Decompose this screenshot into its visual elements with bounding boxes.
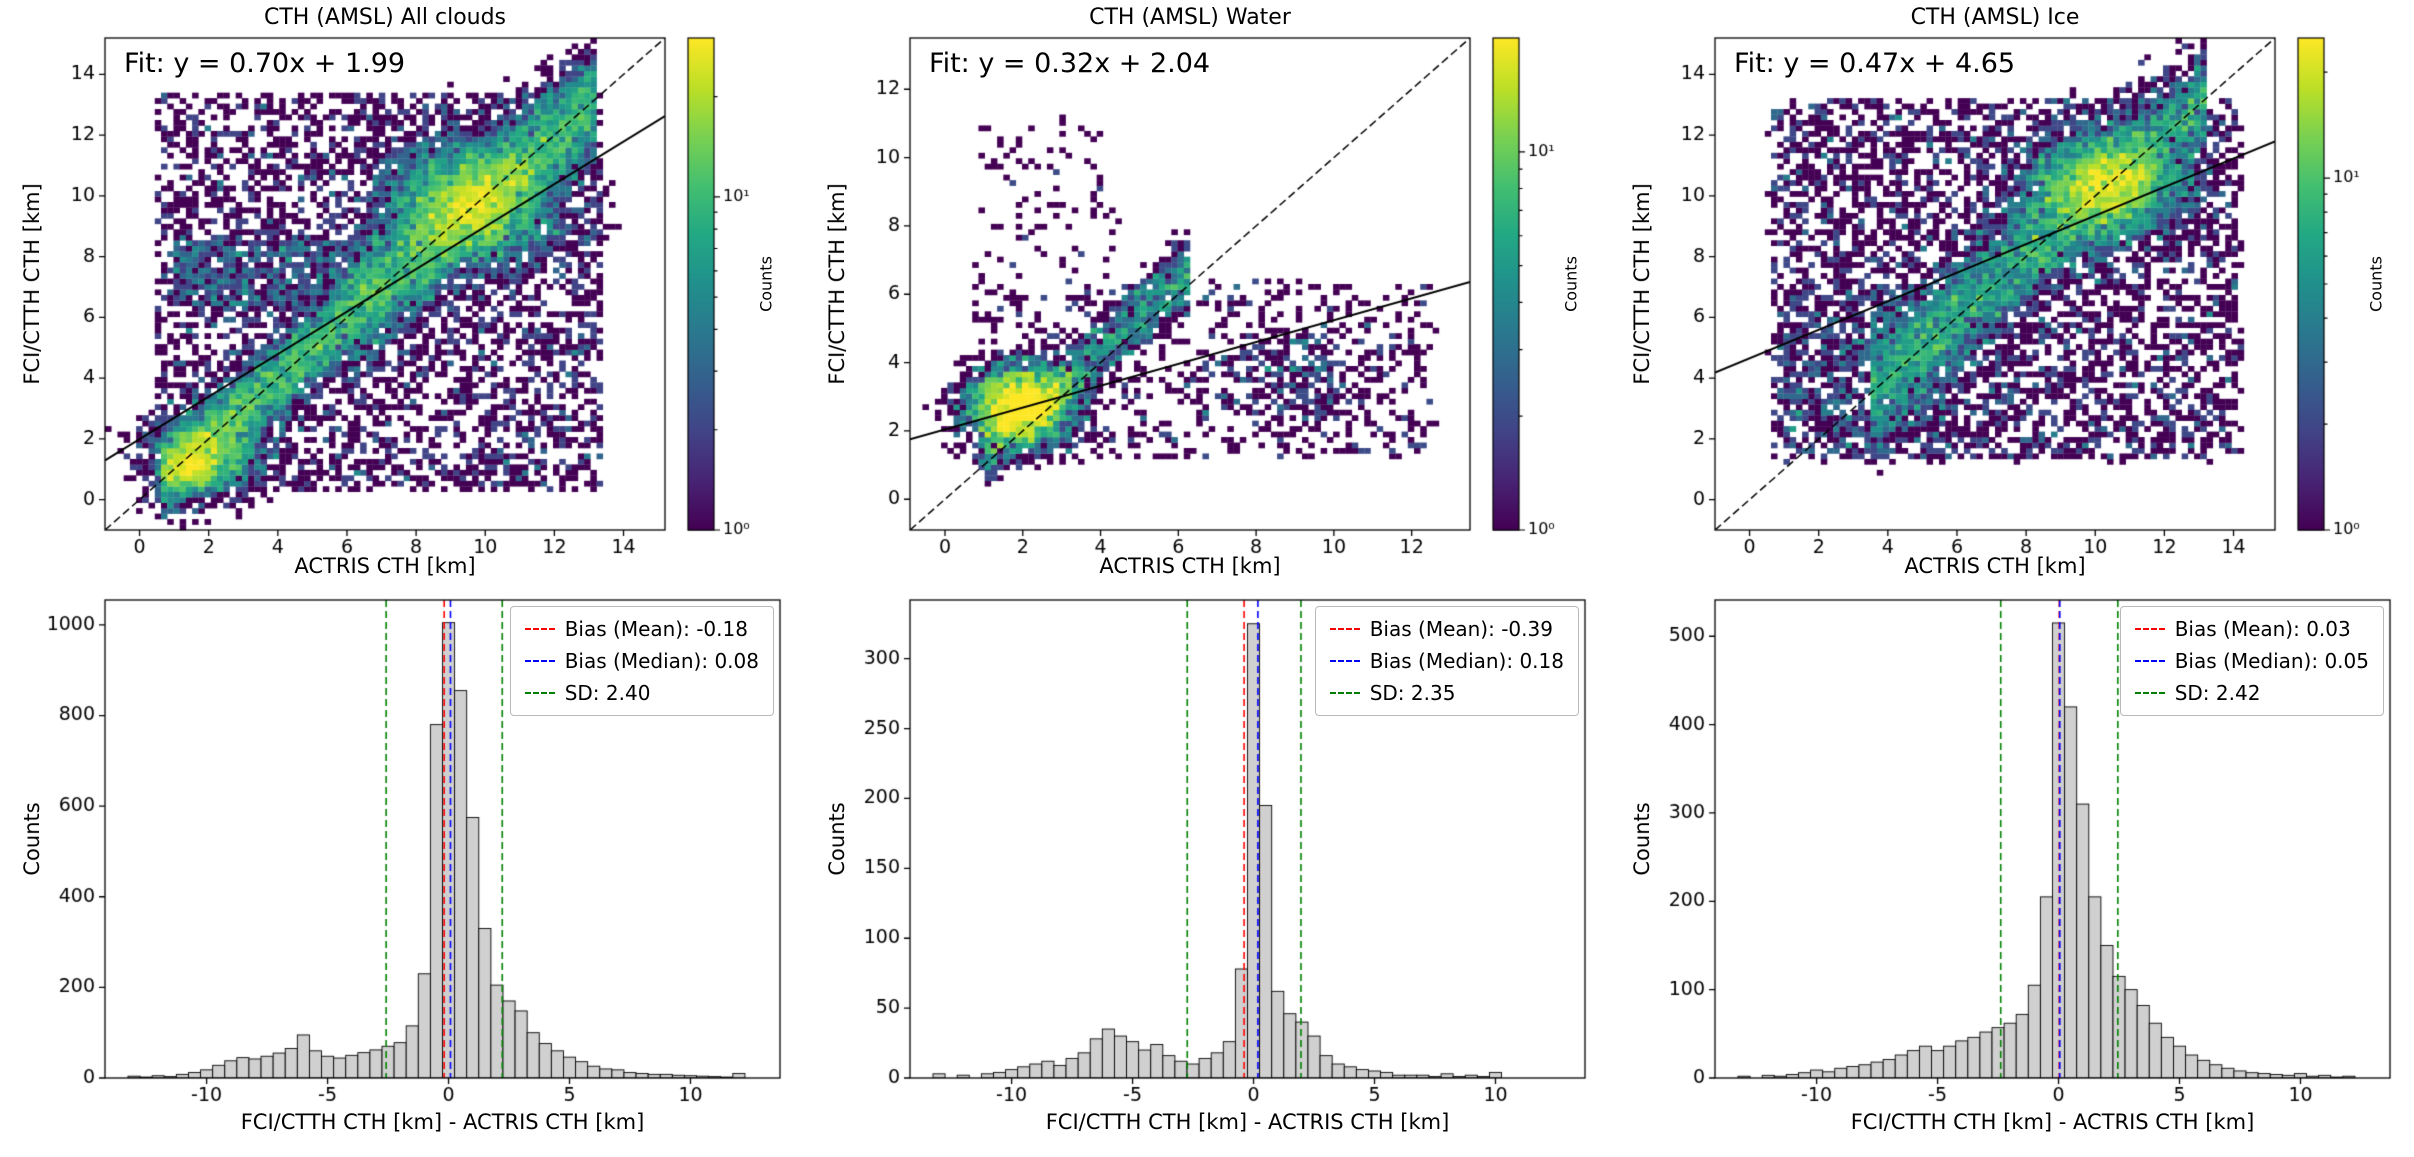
y-axis-label: Counts [1630, 802, 1654, 876]
plot-title: CTH (AMSL) Water [1089, 5, 1291, 30]
fit-equation-label: Fit: y = 0.32x + 2.04 [929, 48, 1211, 79]
plot-title: CTH (AMSL) Ice [1910, 5, 2080, 30]
colorbar-label: Counts [1561, 256, 1581, 312]
colorbar-label: Counts [2366, 256, 2386, 312]
legend-item-median: Bias (Median): 0.18 [1329, 649, 1564, 673]
y-axis-label: Counts [825, 802, 849, 876]
fit-equation-label: Fit: y = 0.70x + 1.99 [124, 48, 406, 79]
density-heatmap-canvas-water [805, 0, 1609, 578]
median-line-swatch [524, 660, 555, 662]
x-axis-label: FCI/CTTH CTH [km] - ACTRIS CTH [km] [1045, 1110, 1450, 1134]
subplot-scatter-all-clouds: CTH (AMSL) All clouds Fit: y = 0.70x + 1… [0, 0, 804, 578]
legend-label: Bias (Mean): -0.39 [1369, 617, 1553, 641]
subplot-scatter-ice: CTH (AMSL) Ice Fit: y = 0.47x + 4.65 FCI… [1610, 0, 2414, 578]
x-axis-label: FCI/CTTH CTH [km] - ACTRIS CTH [km] [240, 1110, 645, 1134]
legend-label: SD: 2.35 [1369, 681, 1456, 705]
legend-item-mean: Bias (Mean): -0.18 [524, 617, 759, 641]
fit-equation-label: Fit: y = 0.47x + 4.65 [1734, 48, 2016, 79]
y-axis-label: FCI/CTTH CTH [km] [20, 183, 44, 385]
legend-item-sd: SD: 2.35 [1329, 681, 1564, 705]
mean-line-swatch [524, 628, 555, 630]
legend-label: Bias (Median): 0.05 [2174, 649, 2369, 673]
x-axis-label: ACTRIS CTH [km] [1099, 554, 1281, 578]
subplot-hist-water: Counts FCI/CTTH CTH [km] - ACTRIS CTH [k… [805, 578, 1609, 1157]
sd-line-swatch [524, 692, 555, 694]
mean-line-swatch [2134, 628, 2165, 630]
x-axis-label: ACTRIS CTH [km] [1904, 554, 2086, 578]
legend-label: Bias (Median): 0.08 [564, 649, 759, 673]
median-line-swatch [2134, 660, 2165, 662]
y-axis-label: Counts [20, 802, 44, 876]
legend: Bias (Mean): -0.39 Bias (Median): 0.18 S… [1314, 606, 1579, 716]
legend-item-mean: Bias (Mean): 0.03 [2134, 617, 2369, 641]
legend-label: Bias (Mean): 0.03 [2174, 617, 2351, 641]
x-axis-label: FCI/CTTH CTH [km] - ACTRIS CTH [km] [1850, 1110, 2255, 1134]
legend-label: Bias (Median): 0.18 [1369, 649, 1564, 673]
legend-item-sd: SD: 2.40 [524, 681, 759, 705]
colorbar-label: Counts [756, 256, 776, 312]
x-axis-label: ACTRIS CTH [km] [294, 554, 476, 578]
y-axis-label: FCI/CTTH CTH [km] [825, 183, 849, 385]
legend: Bias (Mean): 0.03 Bias (Median): 0.05 SD… [2119, 606, 2384, 716]
sd-line-swatch [1329, 692, 1360, 694]
legend-label: SD: 2.42 [2174, 681, 2261, 705]
legend-item-median: Bias (Median): 0.05 [2134, 649, 2369, 673]
legend-item-mean: Bias (Mean): -0.39 [1329, 617, 1564, 641]
plot-title: CTH (AMSL) All clouds [263, 5, 507, 30]
legend-item-sd: SD: 2.42 [2134, 681, 2369, 705]
median-line-swatch [1329, 660, 1360, 662]
legend-label: Bias (Mean): -0.18 [564, 617, 748, 641]
subplot-hist-all-clouds: Counts FCI/CTTH CTH [km] - ACTRIS CTH [k… [0, 578, 804, 1157]
mean-line-swatch [1329, 628, 1360, 630]
sd-line-swatch [2134, 692, 2165, 694]
subplot-scatter-water: CTH (AMSL) Water Fit: y = 0.32x + 2.04 F… [805, 0, 1609, 578]
density-heatmap-canvas-all-clouds [0, 0, 804, 578]
subplot-hist-ice: Counts FCI/CTTH CTH [km] - ACTRIS CTH [k… [1610, 578, 2414, 1157]
legend: Bias (Mean): -0.18 Bias (Median): 0.08 S… [509, 606, 774, 716]
legend-item-median: Bias (Median): 0.08 [524, 649, 759, 673]
y-axis-label: FCI/CTTH CTH [km] [1630, 183, 1654, 385]
legend-label: SD: 2.40 [564, 681, 651, 705]
density-heatmap-canvas-ice [1610, 0, 2414, 578]
